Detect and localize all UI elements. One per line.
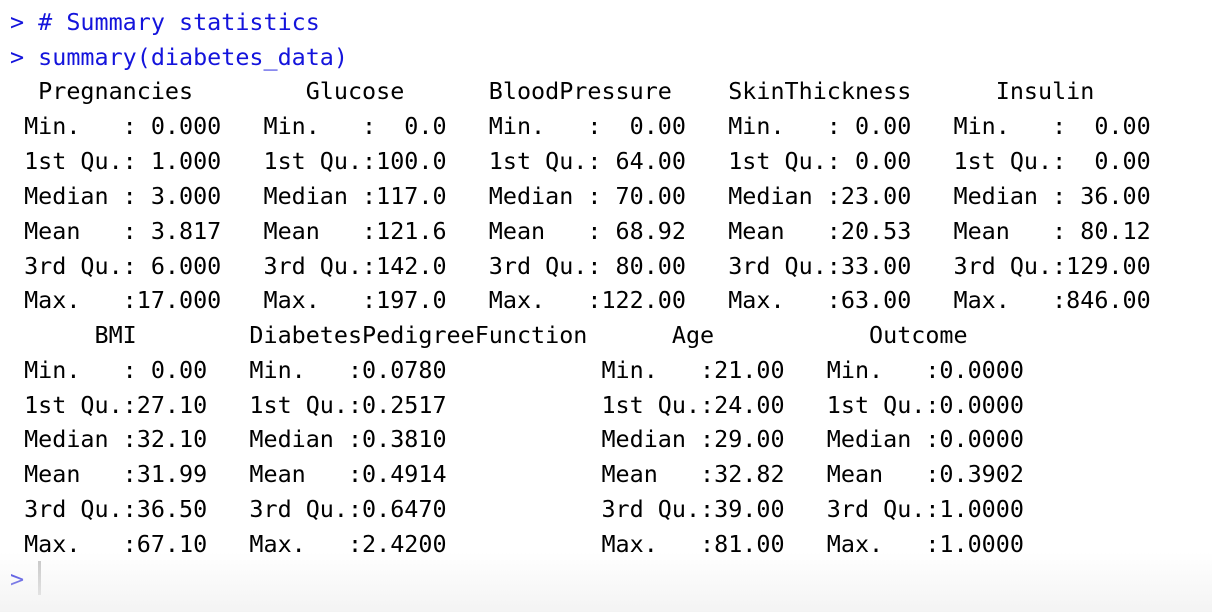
summary-row-1st-qu-1: 1st Qu.: 1.000 1st Qu.:100.0 1st Qu.: 64…: [10, 147, 1179, 175]
summary-row-mean-1: Mean : 3.817 Mean :121.6 Mean : 68.92 Me…: [10, 217, 1179, 245]
summary-row-median-2: Median :32.10 Median :0.3810 Median :29.…: [10, 425, 1053, 453]
summary-row-min-2: Min. : 0.00 Min. :0.0780 Min. :21.00 Min…: [10, 356, 1053, 384]
summary-header-row-1: Pregnancies Glucose BloodPressure SkinTh…: [10, 77, 1165, 105]
summary-row-3rd-qu-1: 3rd Qu.: 6.000 3rd Qu.:142.0 3rd Qu.: 80…: [10, 252, 1179, 280]
summary-row-max-2: Max. :67.10 Max. :2.4200 Max. :81.00 Max…: [10, 530, 1053, 558]
summary-header-row-2: BMI DiabetesPedigreeFunction Age Outcome: [10, 321, 1053, 349]
summary-row-1st-qu-2: 1st Qu.:27.10 1st Qu.:0.2517 1st Qu.:24.…: [10, 391, 1053, 419]
console-prompt: >: [10, 565, 25, 593]
summary-row-3rd-qu-2: 3rd Qu.:36.50 3rd Qu.:0.6470 3rd Qu.:39.…: [10, 495, 1053, 523]
summary-row-max-1: Max. :17.000 Max. :197.0 Max. :122.00 Ma…: [10, 286, 1179, 314]
summary-row-median-1: Median : 3.000 Median :117.0 Median : 70…: [10, 182, 1179, 210]
text-cursor[interactable]: [38, 561, 41, 595]
summary-row-min-1: Min. : 0.000 Min. : 0.0 Min. : 0.00 Min.…: [10, 112, 1179, 140]
command-line-summary: > summary(diabetes_data): [10, 43, 348, 71]
command-line-comment: > # Summary statistics: [10, 8, 320, 36]
summary-row-mean-2: Mean :31.99 Mean :0.4914 Mean :32.82 Mea…: [10, 460, 1053, 488]
